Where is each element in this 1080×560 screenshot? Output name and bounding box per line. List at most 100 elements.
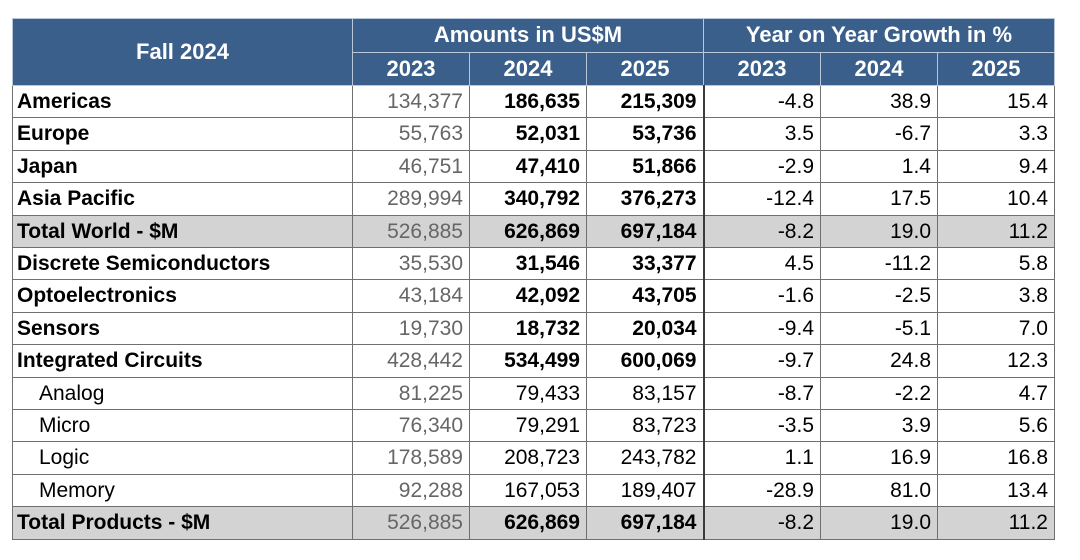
amount-cell-2024: 626,869 [469,506,587,540]
amount-cell-2023: 43,184 [352,279,470,313]
growth-cell-2023: 4.5 [703,247,821,281]
growth-cell-2025: 5.8 [937,247,1055,281]
growth-cell-2023: -9.7 [703,344,821,378]
row-label: Logic [12,441,353,475]
row-label: Micro [12,409,353,443]
amount-cell-2023: 81,225 [352,376,470,411]
growth-cell-2025: 5.6 [937,409,1055,443]
table-row: Europe 55,763 52,031 53,736 3.5 -6.7 3.3 [12,117,1055,151]
growth-cell-2024: -2.5 [820,279,938,313]
amount-cell-2023: 178,589 [352,441,470,475]
row-label: Sensors [12,311,353,346]
growth-cell-2023: -28.9 [703,473,821,508]
amount-cell-2023: 526,885 [352,214,470,249]
growth-cell-2023: -1.6 [703,279,821,313]
row-label: Japan [12,149,353,184]
growth-cell-2023: 3.5 [703,117,821,151]
amount-cell-2024: 31,546 [469,247,587,281]
table-row: Optoelectronics 43,184 42,092 43,705 -1.6 -2.… [12,279,1055,313]
growth-cell-2024: 1.4 [820,149,938,184]
forecast-table-container: Fall 2024 Amounts in US$M Year on Year G… [12,18,1055,540]
amount-cell-2025: 189,407 [586,473,705,508]
growth-cell-2025: 11.2 [937,506,1055,540]
header-corner-cell: Fall 2024 [12,18,353,86]
table-row: Analog 81,225 79,433 83,157 -8.7 -2.2 4.7 [12,376,1055,411]
growth-cell-2025: 4.7 [937,376,1055,411]
table-row: Discrete Semiconductors 35,530 31,546 33,37… [12,247,1055,281]
table-header: Fall 2024 Amounts in US$M Year on Year G… [12,18,1055,86]
table-row: Sensors 19,730 18,732 20,034 -9.4 -5.1 7.0 [12,311,1055,346]
amount-cell-2024: 186,635 [469,84,587,119]
amount-cell-2023: 55,763 [352,117,470,151]
growth-cell-2024: 81.0 [820,473,938,508]
table-row-total: Total World - $M 526,885 626,869 697,184 -8.… [12,214,1055,249]
amount-cell-2023: 35,530 [352,247,470,281]
table-row: Japan 46,751 47,410 51,866 -2.9 1.4 9.4 [12,149,1055,184]
row-label: Asia Pacific [12,182,353,216]
row-label: Total World - $M [12,214,353,249]
growth-cell-2024: -6.7 [820,117,938,151]
header-year-amount-2023: 2023 [352,51,470,86]
header-group-row: Fall 2024 Amounts in US$M Year on Year G… [12,18,1055,86]
growth-cell-2023: -8.2 [703,214,821,249]
amount-cell-2024: 626,869 [469,214,587,249]
amount-cell-2023: 76,340 [352,409,470,443]
semiconductor-forecast-table: Fall 2024 Amounts in US$M Year on Year G… [12,18,1055,540]
growth-cell-2025: 3.3 [937,117,1055,151]
growth-cell-2024: 24.8 [820,344,938,378]
table-row: Memory 92,288 167,053 189,407 -28.9 81.0 13.4 [12,473,1055,508]
table-body: Americas 134,377 186,635 215,309 -4.8 38.9 15.… [12,84,1055,540]
table-row: Americas 134,377 186,635 215,309 -4.8 38.9 15.… [12,84,1055,119]
growth-cell-2024: -11.2 [820,247,938,281]
amount-cell-2023: 289,994 [352,182,470,216]
amount-cell-2025: 43,705 [586,279,705,313]
growth-cell-2025: 15.4 [937,84,1055,119]
amount-cell-2024: 79,291 [469,409,587,443]
table-row: Integrated Circuits 428,442 534,499 600,069… [12,344,1055,378]
growth-cell-2025: 3.8 [937,279,1055,313]
amount-cell-2024: 167,053 [469,473,587,508]
amount-cell-2025: 51,866 [586,149,705,184]
growth-cell-2024: -2.2 [820,376,938,411]
growth-cell-2025: 7.0 [937,311,1055,346]
amount-cell-2025: 83,157 [586,376,705,411]
amount-cell-2024: 208,723 [469,441,587,475]
header-year-growth-2025: 2025 [937,51,1055,86]
amount-cell-2025: 83,723 [586,409,705,443]
amount-cell-2024: 52,031 [469,117,587,151]
growth-cell-2023: -2.9 [703,149,821,184]
table-row-total: Total Products - $M 526,885 626,869 697,184… [12,506,1055,540]
amount-cell-2025: 376,273 [586,182,705,216]
row-label: Analog [12,376,353,411]
header-year-amount-2024: 2024 [469,51,587,86]
amount-cell-2024: 42,092 [469,279,587,313]
growth-cell-2024: 19.0 [820,214,938,249]
growth-cell-2024: 3.9 [820,409,938,443]
row-label: Americas [12,84,353,119]
header-year-growth-2024: 2024 [820,51,938,86]
growth-cell-2025: 12.3 [937,344,1055,378]
amount-cell-2024: 47,410 [469,149,587,184]
amount-cell-2025: 215,309 [586,84,705,119]
growth-cell-2025: 10.4 [937,182,1055,216]
amount-cell-2023: 134,377 [352,84,470,119]
growth-cell-2023: -8.2 [703,506,821,540]
row-label: Integrated Circuits [12,344,353,378]
amount-cell-2025: 33,377 [586,247,705,281]
header-year-row: 2023 2024 2025 2023 2024 2025 [13,51,1055,86]
growth-cell-2023: -3.5 [703,409,821,443]
growth-cell-2024: 16.9 [820,441,938,475]
growth-cell-2025: 9.4 [937,149,1055,184]
growth-cell-2024: 17.5 [820,182,938,216]
row-label: Memory [12,473,353,508]
growth-cell-2025: 13.4 [937,473,1055,508]
row-label: Discrete Semiconductors [12,247,353,281]
growth-cell-2024: -5.1 [820,311,938,346]
growth-cell-2023: -9.4 [703,311,821,346]
header-year-growth-2023: 2023 [703,51,821,86]
row-label: Europe [12,117,353,151]
table-row: Micro 76,340 79,291 83,723 -3.5 3.9 5.6 [12,409,1055,443]
amount-cell-2023: 526,885 [352,506,470,540]
amount-cell-2025: 20,034 [586,311,705,346]
growth-cell-2025: 11.2 [937,214,1055,249]
